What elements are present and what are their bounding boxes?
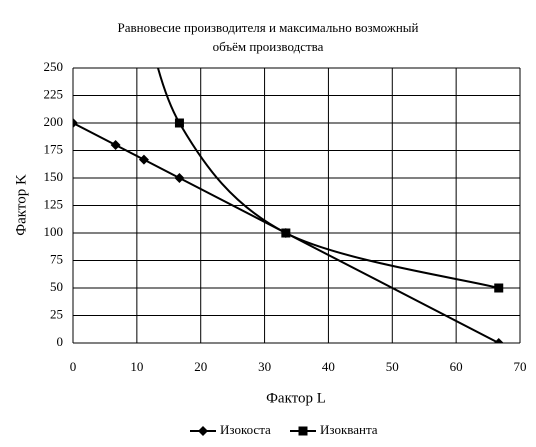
marker [494, 283, 504, 293]
x-tick-label: 60 [450, 359, 463, 374]
y-tick-label: 0 [57, 334, 64, 349]
y-tick-label: 75 [50, 251, 63, 266]
y-tick-label: 125 [44, 196, 64, 211]
y-tick-label: 50 [50, 279, 63, 294]
x-tick-label: 10 [130, 359, 143, 374]
x-axis-label: Фактор L [266, 390, 326, 406]
y-axis-label: Фактор K [13, 174, 29, 236]
marker [198, 426, 208, 436]
plot-area [73, 68, 504, 343]
x-tick-label: 20 [194, 359, 207, 374]
marker [493, 338, 504, 343]
y-tick-label: 200 [44, 114, 64, 129]
marker [174, 173, 185, 183]
chart-title: объём производства [213, 39, 324, 54]
x-tick-label: 40 [322, 359, 335, 374]
y-tick-label: 175 [44, 141, 64, 156]
x-tick-label: 50 [386, 359, 399, 374]
legend-label: Изокоста [220, 422, 271, 437]
marker [110, 140, 121, 150]
y-tick-label: 150 [44, 169, 64, 184]
y-tick-label: 225 [44, 86, 64, 101]
y-tick-label: 100 [44, 224, 64, 239]
chart-title: Равновесие производителя и максимально в… [118, 20, 419, 35]
legend-label: Изокванта [320, 422, 378, 437]
y-tick-label: 25 [50, 306, 63, 321]
marker [73, 118, 78, 128]
marker [174, 118, 184, 128]
marker [138, 154, 149, 165]
series-line [156, 68, 499, 289]
x-tick-label: 70 [514, 359, 527, 374]
marker [298, 426, 308, 436]
marker [281, 228, 291, 238]
series-line [73, 122, 500, 343]
x-tick-label: 0 [70, 359, 77, 374]
x-tick-label: 30 [258, 359, 271, 374]
y-tick-label: 250 [44, 59, 64, 74]
